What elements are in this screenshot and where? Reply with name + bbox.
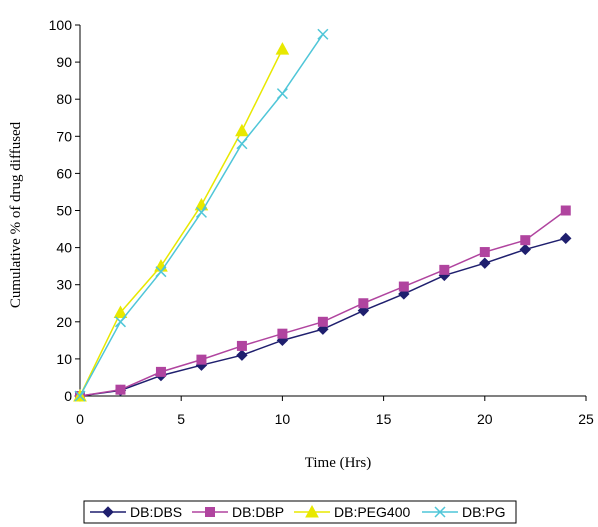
data-point [196,354,207,365]
legend-marker [102,506,114,518]
y-tick-label: 40 [56,240,72,256]
series-db-pg [74,28,329,402]
legend-label: DB:DBP [232,504,284,520]
series-line [79,209,567,397]
data-point [235,123,249,137]
data-point [398,281,409,292]
y-tick-label: 60 [56,165,72,181]
data-point [236,349,248,361]
data-point [113,305,128,319]
x-tick-label: 25 [578,411,594,427]
marker-stroke [236,138,248,150]
marker-stroke [195,206,207,218]
series-line [79,48,284,397]
data-point [439,264,450,275]
data-point [236,138,248,150]
y-tick-label: 100 [49,17,73,33]
data-point [195,206,207,218]
legend-item: DB:PEG400 [294,504,410,520]
legend-item: DB:DBP [192,504,284,520]
legend-marker [305,504,319,518]
marker-stroke [114,316,127,328]
y-tick-label: 10 [56,351,72,367]
legend-marker [205,507,215,517]
y-tick-label: 30 [56,277,72,293]
legend-item: DB:DBS [90,504,182,520]
marker-stroke [155,266,167,278]
y-tick-label: 20 [56,314,72,330]
series-db-dbp [75,205,571,401]
x-tick-label: 15 [376,411,392,427]
data-point [275,42,290,55]
x-axis-title: Time (Hrs) [305,455,372,471]
x-tick-label: 10 [275,411,291,427]
data-point [276,88,288,100]
data-point [560,232,572,245]
data-point [519,243,531,256]
marker-stroke [434,506,446,518]
data-point [520,235,531,246]
y-tick-label: 80 [56,91,72,107]
data-point [155,266,167,278]
data-point [479,257,491,269]
data-point [114,316,127,328]
marker-stroke [276,88,288,100]
marker-stroke [74,390,86,402]
x-tick-label: 5 [177,411,185,427]
data-point [317,28,329,40]
data-point [74,390,86,402]
y-tick-label: 90 [56,54,72,70]
x-tick-label: 20 [477,411,493,427]
legend-label: DB:PG [462,504,506,520]
data-point [155,366,166,377]
legend-label: DB:DBS [130,504,182,520]
x-tick-label: 0 [76,411,84,427]
data-point [277,328,288,339]
marker-stroke [317,28,329,40]
legend-label: DB:PEG400 [334,504,410,520]
data-point [236,340,247,351]
data-point [115,384,126,395]
legend-marker [434,506,446,518]
y-tick-label: 70 [56,128,72,144]
y-axis-title: Cumulative % of drug diffused [8,121,24,308]
series-layer [73,28,572,402]
data-point [317,316,328,327]
data-point [560,205,571,216]
data-point [358,298,369,309]
data-point [479,247,490,258]
y-tick-label: 0 [64,388,72,404]
chart-axes: 0 10 20 30 40 50 60 70 80 90 100 0 5 10 15 20 25 [49,17,594,427]
chart-legend: DB:DBS DB:DBP DB:PEG400 DB:PG [83,500,517,524]
legend-item: DB:PG [422,504,506,520]
y-tick-label: 50 [56,203,72,219]
